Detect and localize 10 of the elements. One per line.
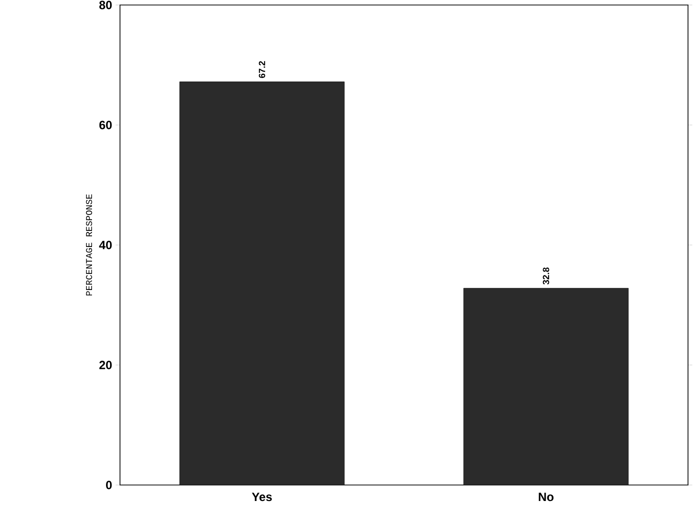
y-tick-label: 20	[99, 360, 112, 370]
x-tick-label: No	[538, 492, 554, 502]
y-axis-title: PERCENTAGE RESPONSE	[86, 194, 92, 296]
data-label: 32.8	[542, 267, 550, 284]
data-label: 67.2	[258, 61, 266, 78]
x-tick-label: Yes	[252, 492, 272, 502]
y-tick-label: 60	[99, 120, 112, 130]
y-tick-label: 40	[99, 240, 112, 250]
y-tick-label: 0	[106, 480, 112, 490]
y-tick-label: 80	[99, 0, 112, 10]
